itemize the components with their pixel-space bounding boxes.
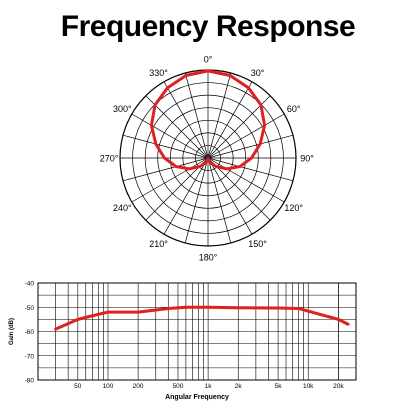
freq-xtick-label: 100 [103, 383, 114, 390]
polar-spoke [207, 157, 285, 203]
freq-response-line [54, 305, 350, 331]
polar-angle-label: 180° [199, 253, 218, 263]
polar-spoke [122, 134, 209, 159]
polar-pattern-line [149, 69, 267, 171]
polar-spoke [207, 72, 232, 159]
freq-plot-frame [37, 282, 357, 381]
freq-xtick-label: 50 [74, 383, 82, 390]
freq-xtick-label: 1k [205, 383, 213, 390]
freq-yaxis-label: Gain (dB) [9, 318, 15, 345]
polar-spoke [122, 157, 209, 182]
polar-angle-label: 60° [287, 104, 301, 114]
freq-xtick-label: 20k [333, 383, 344, 390]
polar-angle-label: 270° [100, 154, 119, 164]
polar-angle-label: 120° [284, 203, 303, 213]
polar-spoke [163, 157, 209, 235]
polar-spoke [207, 157, 232, 244]
polar-spoke [207, 134, 294, 159]
freq-xaxis-label: Angular Frequency [165, 394, 229, 401]
polar-angle-label: 330° [149, 68, 168, 78]
polar-spoke [131, 113, 209, 159]
polar-angle-label: 30° [251, 68, 265, 78]
polar-spoke [184, 72, 209, 159]
freq-xtick-label: 2k [235, 383, 243, 390]
page-title: Frequency Response [60, 10, 356, 43]
polar-angle-label: 150° [248, 239, 267, 249]
polar-spoke [207, 157, 294, 182]
polar-angle-label: 300° [113, 104, 132, 114]
freq-ytick-label: -80 [25, 378, 35, 385]
freq-ytick-label: -50 [25, 305, 35, 312]
polar-spoke [207, 81, 253, 159]
polar-spoke [207, 157, 253, 235]
polar-spoke [207, 113, 285, 159]
polar-spoke [184, 157, 209, 244]
freq-ytick-label: -60 [25, 329, 35, 336]
freq-xtick-label: 5k [275, 383, 283, 390]
freq-xtick-label: 500 [173, 383, 184, 390]
polar-spoke [163, 81, 209, 159]
freq-xtick-label: 10k [303, 383, 314, 390]
freq-ytick-label: -70 [25, 353, 35, 360]
polar-spoke [131, 157, 209, 203]
polar-angle-label: 240° [113, 203, 132, 213]
polar-angle-label: 90° [300, 154, 314, 164]
polar-angle-label: 0° [204, 55, 213, 65]
freq-xtick-label: 200 [133, 383, 144, 390]
freq-ytick-label: -40 [25, 281, 35, 288]
polar-angle-label: 210° [149, 239, 168, 249]
